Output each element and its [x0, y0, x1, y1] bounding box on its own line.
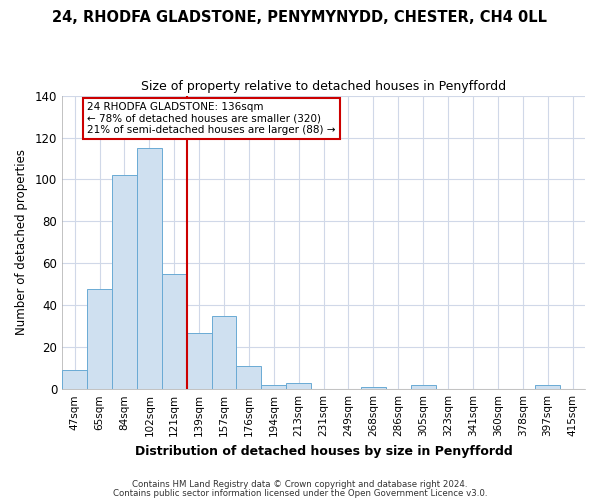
Bar	[212, 316, 236, 389]
Bar	[112, 176, 137, 389]
Text: 24, RHODFA GLADSTONE, PENYMYNYDD, CHESTER, CH4 0LL: 24, RHODFA GLADSTONE, PENYMYNYDD, CHESTE…	[53, 10, 548, 25]
Bar	[411, 385, 436, 389]
X-axis label: Distribution of detached houses by size in Penyffordd: Distribution of detached houses by size …	[135, 444, 512, 458]
Bar	[262, 385, 286, 389]
Bar	[162, 274, 187, 389]
Bar	[187, 332, 212, 389]
Bar	[535, 385, 560, 389]
Bar	[236, 366, 262, 389]
Bar	[361, 387, 386, 389]
Text: 24 RHODFA GLADSTONE: 136sqm
← 78% of detached houses are smaller (320)
21% of se: 24 RHODFA GLADSTONE: 136sqm ← 78% of det…	[87, 102, 335, 135]
Text: Contains public sector information licensed under the Open Government Licence v3: Contains public sector information licen…	[113, 490, 487, 498]
Bar	[62, 370, 87, 389]
Y-axis label: Number of detached properties: Number of detached properties	[15, 150, 28, 336]
Bar	[286, 383, 311, 389]
Title: Size of property relative to detached houses in Penyffordd: Size of property relative to detached ho…	[141, 80, 506, 93]
Bar	[87, 288, 112, 389]
Text: Contains HM Land Registry data © Crown copyright and database right 2024.: Contains HM Land Registry data © Crown c…	[132, 480, 468, 489]
Bar	[137, 148, 162, 389]
